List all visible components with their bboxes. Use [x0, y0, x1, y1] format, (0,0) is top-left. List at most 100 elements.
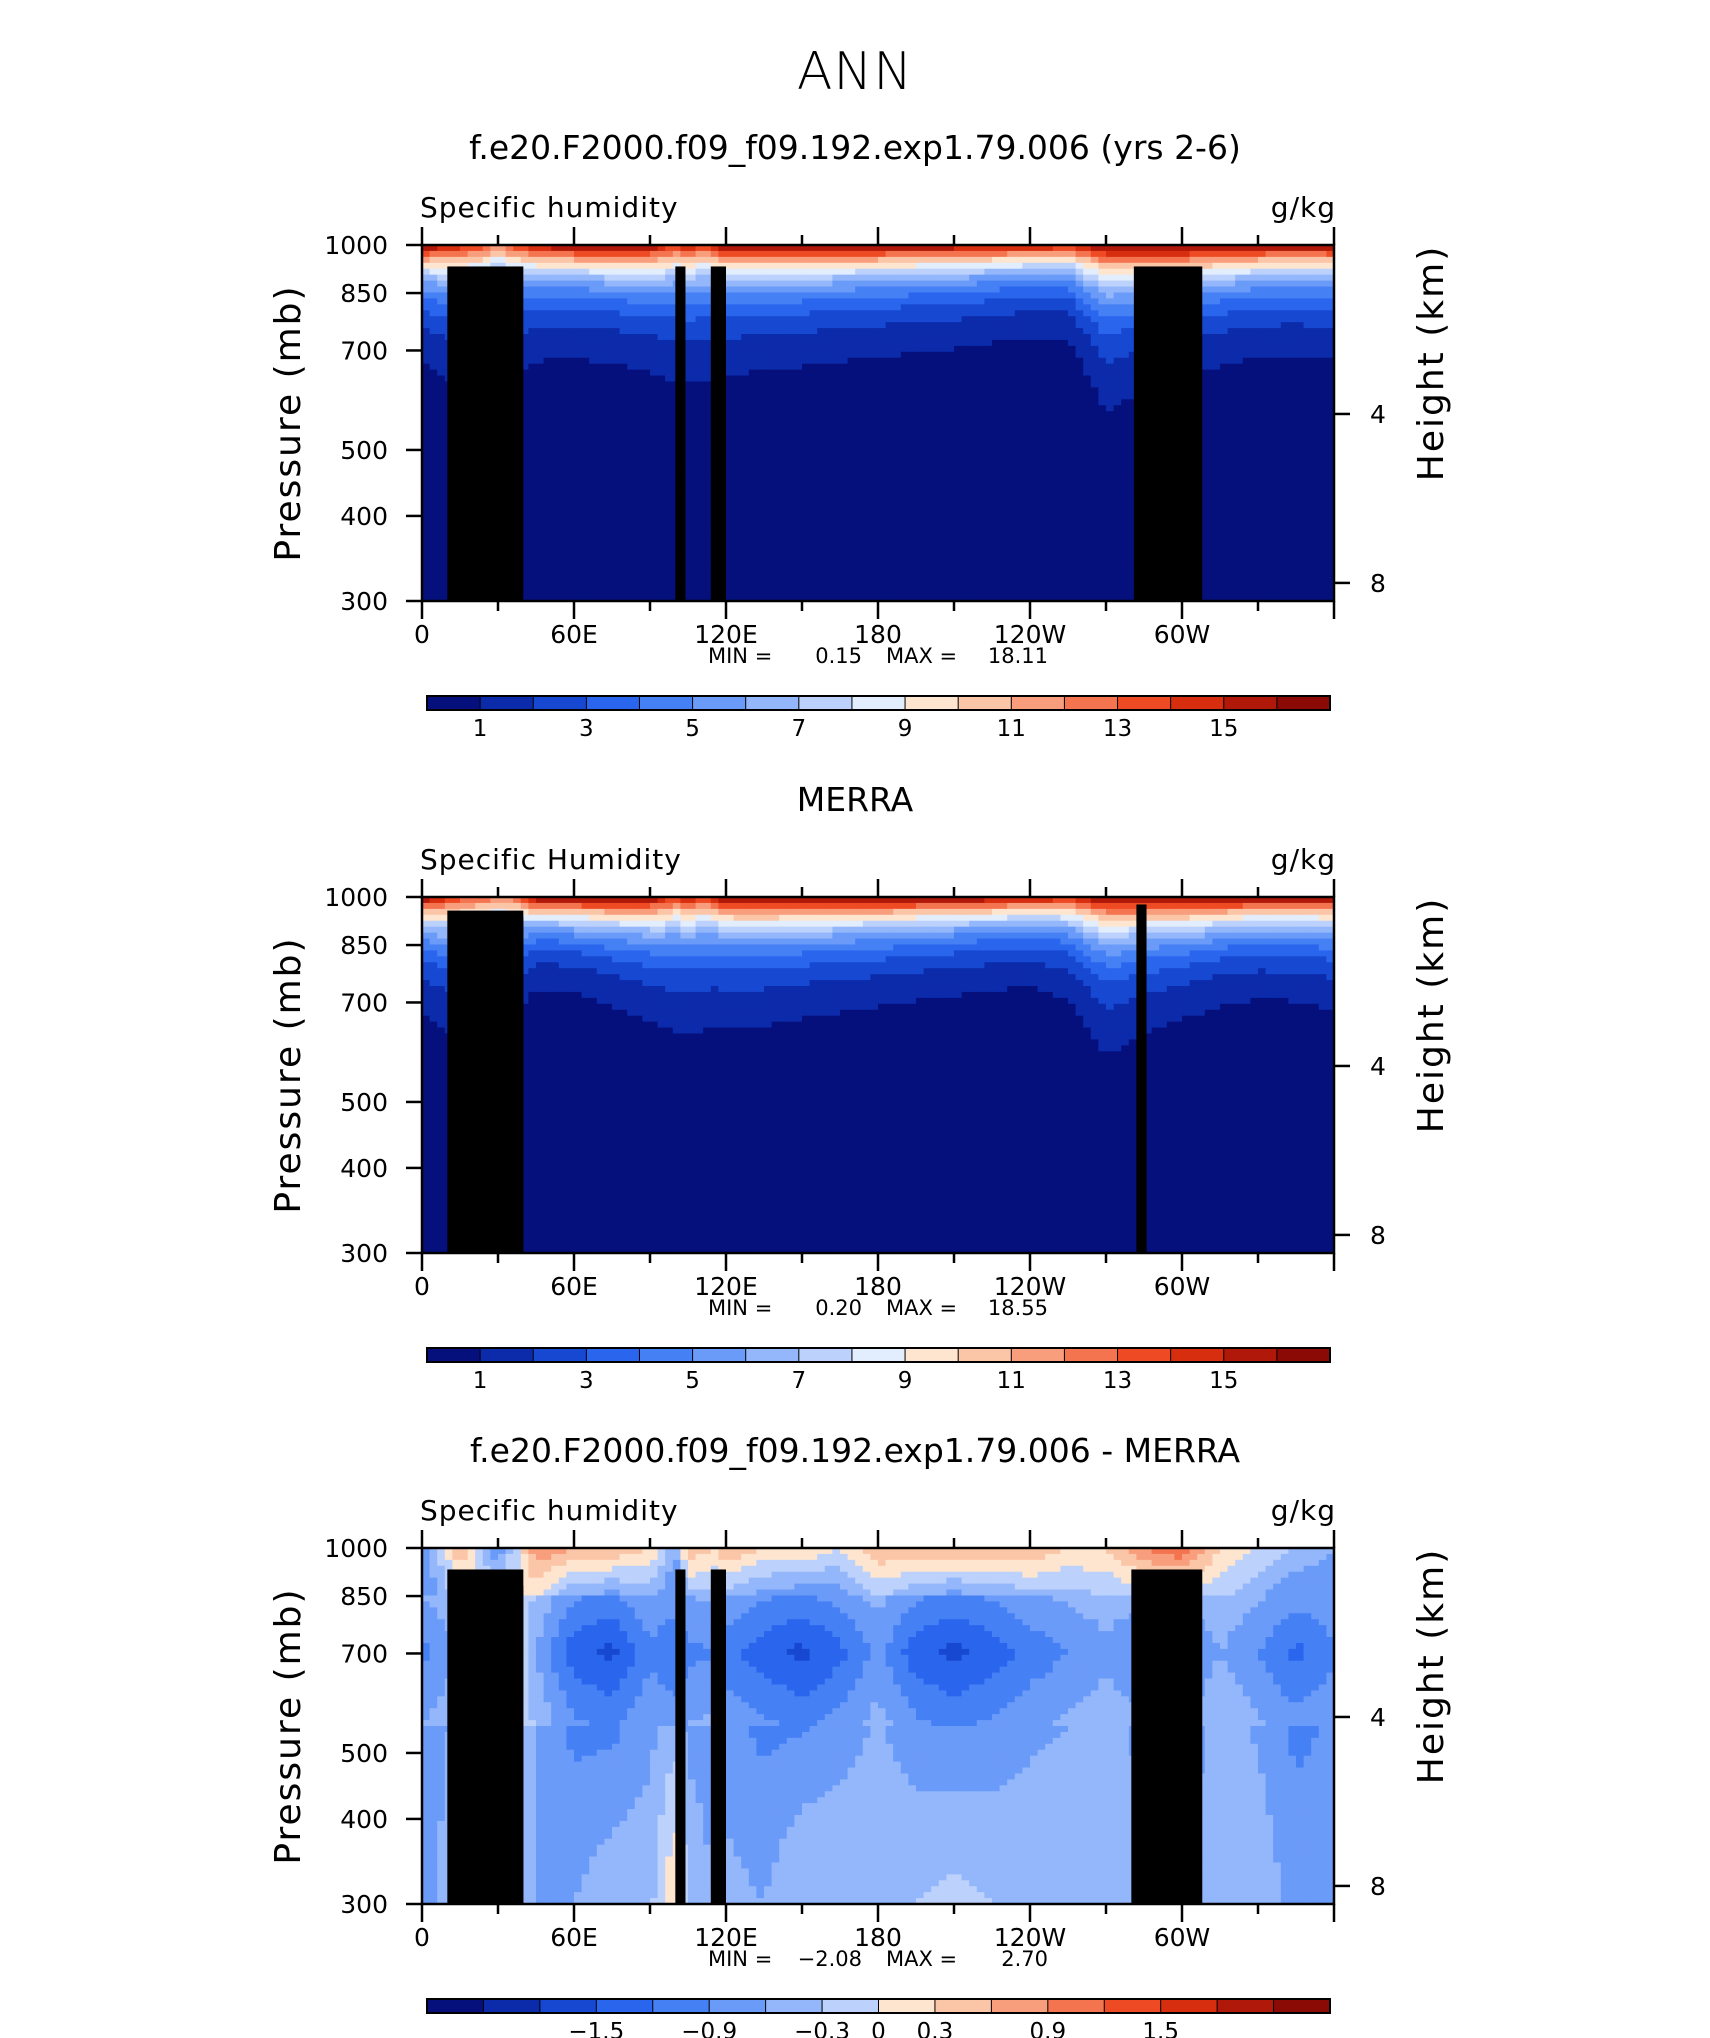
colorbar-label: 7 [792, 716, 807, 742]
unit-label: g/kg [1271, 191, 1336, 224]
colorbar-label: 11 [997, 716, 1026, 742]
panel-3: f.e20.F2000.f09_f09.192.exp1.79.006 - ME… [268, 1431, 1452, 2038]
colorbar-swatch [708, 1998, 767, 2014]
y-tick-label: 1000 [324, 883, 388, 912]
colorbar-label: 0.9 [1030, 2019, 1067, 2038]
colorbar-swatch [798, 1347, 853, 1363]
unit-label: g/kg [1271, 843, 1336, 876]
y-tick-label: 500 [340, 1739, 388, 1768]
topography-block [1131, 1569, 1203, 1904]
colorbar-label: −0.3 [794, 2019, 850, 2038]
y-tick-label: 700 [340, 1639, 388, 1668]
y-tick-label: 400 [340, 1154, 388, 1183]
colorbar-swatch [904, 695, 960, 711]
colorbar-swatch [652, 1998, 711, 2014]
right-tick-label: 8 [1370, 569, 1386, 598]
colorbar-label: −0.9 [681, 2019, 737, 2038]
colorbar-frame [426, 1347, 1331, 1363]
colorbar-swatch [990, 1998, 1049, 2014]
unit-label: g/kg [1271, 1494, 1336, 1527]
min-label: MIN = [708, 1947, 772, 1971]
x-tick-label: 120W [994, 1272, 1066, 1301]
colorbar-label: 15 [1209, 716, 1238, 742]
colorbar-label: 3 [579, 716, 594, 742]
min-label: MIN = [708, 644, 772, 668]
y-tick-label: 400 [340, 1805, 388, 1834]
colorbar-label: 5 [685, 1368, 700, 1394]
right-tick-label: 8 [1370, 1872, 1386, 1901]
colorbar-swatch [595, 1998, 654, 2014]
colorbar-swatch [745, 695, 800, 711]
colorbar-swatch [957, 1347, 1013, 1363]
x-tick-label: 180 [854, 1272, 902, 1301]
right-tick-label: 4 [1370, 1703, 1386, 1732]
colorbar-swatch [532, 1347, 588, 1363]
y-tick-label: 850 [340, 931, 388, 960]
topography-block [710, 1569, 726, 1904]
topography-block [508, 926, 524, 1253]
max-label: MAX = [886, 1296, 957, 1320]
colorbar-label: 1.5 [1142, 2019, 1179, 2038]
colorbar-swatch [1010, 695, 1066, 711]
colorbar-swatch [638, 695, 694, 711]
y-tick-label: 700 [340, 336, 388, 365]
max-value: 18.11 [988, 644, 1048, 668]
colorbar-swatch [426, 1347, 482, 1363]
min-value: 0.15 [815, 644, 862, 668]
topography-block [447, 266, 524, 601]
colorbar-swatch [878, 1998, 936, 2014]
y-axis-title: Pressure (mb) [268, 284, 309, 561]
min-value: 0.20 [815, 1296, 862, 1320]
y-tick-label: 500 [340, 1088, 388, 1117]
max-value: 2.70 [1001, 1947, 1048, 1971]
colorbar-label: 7 [792, 1368, 807, 1394]
colorbar-swatch [532, 695, 588, 711]
colorbar-swatch [692, 695, 747, 711]
colorbar-swatch [1276, 695, 1331, 711]
colorbar-label: 3 [579, 1368, 594, 1394]
colorbar-frame [426, 1998, 1331, 2014]
topography-block [1133, 266, 1203, 601]
colorbar-swatch [692, 1347, 747, 1363]
colorbar-swatch [1010, 1347, 1066, 1363]
colorbar-swatch [1103, 1998, 1162, 2014]
colorbar-swatch [482, 1998, 541, 2014]
x-tick-label: 0 [414, 1923, 430, 1952]
max-value: 18.55 [988, 1296, 1048, 1320]
colorbar-swatch [851, 695, 907, 711]
colorbar-swatch [1223, 1347, 1278, 1363]
topography-block [675, 266, 686, 601]
colorbar-frame [426, 695, 1331, 711]
colorbar-label: −1.5 [568, 2019, 624, 2038]
colorbar-swatch [851, 1347, 907, 1363]
field-label: Specific humidity [420, 191, 679, 224]
y-tick-label: 700 [340, 988, 388, 1017]
colorbar-swatch [1276, 1347, 1331, 1363]
topography-block [492, 1585, 524, 1904]
colorbar-swatch [745, 1347, 800, 1363]
colorbar-label: 13 [1103, 716, 1132, 742]
y-axis-title-right: Height (km) [1411, 245, 1452, 481]
colorbar-label: 1 [473, 716, 488, 742]
colorbar-swatch [934, 1998, 993, 2014]
x-tick-label: 120E [694, 1923, 758, 1952]
colorbar-swatch [479, 1347, 535, 1363]
panel-1: f.e20.F2000.f09_f09.192.exp1.79.006 (yrs… [268, 128, 1452, 742]
contour-field [422, 897, 1334, 1253]
x-tick-label: 0 [414, 620, 430, 649]
colorbar-swatch [479, 695, 535, 711]
colorbar-swatch [539, 1998, 598, 2014]
y-tick-label: 850 [340, 1582, 388, 1611]
field-label: Specific humidity [420, 1494, 679, 1527]
x-tick-label: 60E [550, 1272, 598, 1301]
colorbar-swatch [1047, 1998, 1106, 2014]
colorbar-swatch [1063, 1347, 1119, 1363]
x-tick-label: 0 [414, 1272, 430, 1301]
min-label: MIN = [708, 1296, 772, 1320]
x-tick-label: 120E [694, 1272, 758, 1301]
y-tick-label: 300 [340, 1890, 388, 1919]
topography-block [492, 282, 511, 601]
contour-field [422, 1548, 1334, 1904]
y-tick-label: 500 [340, 436, 388, 465]
